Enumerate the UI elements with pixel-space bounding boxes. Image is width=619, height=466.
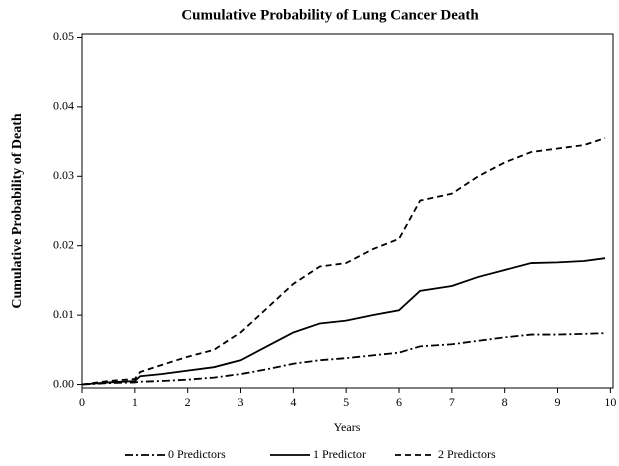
series-line <box>81 332 606 386</box>
y-tick-label: 0.01 <box>53 307 74 321</box>
series-line <box>81 137 606 386</box>
plot-frame <box>81 33 614 389</box>
x-tick-label: 9 <box>555 395 561 409</box>
x-tick-label: 10 <box>604 395 616 409</box>
y-tick-label: 0.05 <box>53 29 74 43</box>
y-tick-label: 0.04 <box>53 99 74 113</box>
x-tick-label: 7 <box>449 395 455 409</box>
x-tick-label: 1 <box>132 395 138 409</box>
x-tick-label: 2 <box>185 395 191 409</box>
chart-title: Cumulative Probability of Lung Cancer De… <box>181 7 479 23</box>
legend-label: 0 Predictors <box>168 447 226 461</box>
x-tick-label: 0 <box>79 395 85 409</box>
y-axis-label: Cumulative Probability of Death <box>10 113 25 309</box>
series-line <box>81 257 606 386</box>
x-tick-label: 6 <box>396 395 402 409</box>
legend-label: 2 Predictors <box>438 447 496 461</box>
x-axis-label: Years <box>334 420 361 434</box>
x-tick-label: 4 <box>290 395 296 409</box>
y-tick-label: 0.03 <box>53 168 74 182</box>
x-tick-label: 3 <box>238 395 244 409</box>
y-tick-label: 0.02 <box>53 237 74 251</box>
x-tick-label: 8 <box>502 395 508 409</box>
legend-label: 1 Predictor <box>313 447 366 461</box>
x-tick-label: 5 <box>343 395 349 409</box>
y-tick-label: 0.00 <box>53 376 74 390</box>
